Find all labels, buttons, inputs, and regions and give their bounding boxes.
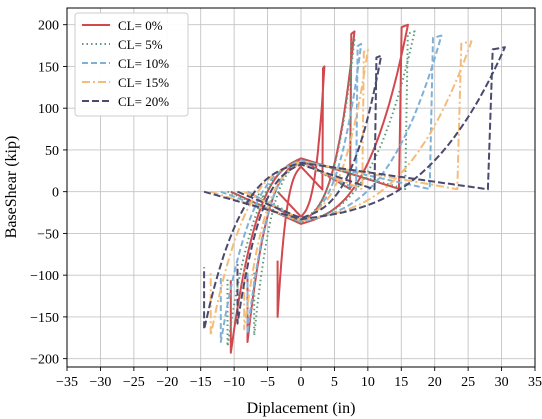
x-tick-label: −5 [260,375,275,390]
legend: CL= 0% CL= 5% CL= 10% CL= 15% CL= 20% [74,12,189,117]
hysteresis-loop [243,48,369,331]
x-tick-label: −30 [89,375,111,390]
x-tick-label: 30 [495,375,509,390]
y-tick-label: −200 [30,353,59,368]
y-tick-label: 0 [52,186,59,201]
x-tick-label: 0 [298,375,305,390]
legend-label: CL= 0% [118,18,163,33]
y-tick-label: 200 [38,19,59,34]
x-tick-label: −25 [123,375,145,390]
legend-label: CL= 20% [118,94,169,109]
x-tick-label: 35 [528,375,542,390]
x-tick-label: −20 [156,375,178,390]
x-axis-label: Diplacement (in) [247,400,356,417]
hysteresis-loop [203,46,506,331]
series-cl-4 [203,46,506,331]
y-tick-label: −100 [30,269,59,284]
x-tick-label: −15 [190,375,212,390]
y-tick-label: −50 [37,227,59,242]
x-tick-label: −35 [56,375,78,390]
y-tick-label: 150 [38,60,59,75]
x-tick-label: 5 [331,375,338,390]
hysteresis-loop [276,65,326,318]
series-layer [203,23,506,354]
x-tick-label: −10 [223,375,245,390]
y-tick-label: 100 [38,102,59,117]
x-tick-label: 20 [428,375,442,390]
legend-label: CL= 10% [118,56,169,71]
x-tick-label: 10 [361,375,375,390]
y-tick-label: 50 [45,144,59,159]
y-tick-label: −150 [30,311,59,326]
legend-label: CL= 5% [118,37,163,52]
legend-box [74,12,189,117]
legend-label: CL= 15% [118,75,169,90]
ticks: −35 −30 −25 −20 −15 −10 −5 0 5 10 15 20 25 30 35−200−1… [30,19,542,390]
x-tick-label: 25 [461,375,475,390]
y-axis-label: BaseShear (kip) [3,136,20,239]
hysteresis-loop [236,54,383,325]
x-tick-label: 15 [394,375,408,390]
